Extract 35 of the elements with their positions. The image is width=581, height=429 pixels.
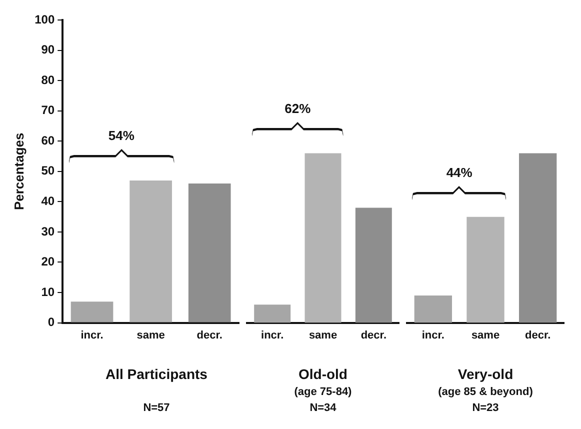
y-tick-label: 80 xyxy=(41,72,55,87)
x-axis-title: Very-old xyxy=(456,366,514,382)
bar xyxy=(70,302,114,322)
y-tick-label: 40 xyxy=(41,194,55,208)
text: N=57 xyxy=(142,402,171,414)
x-tick-label: same xyxy=(471,329,500,342)
y-tick-label: 30 xyxy=(41,224,55,238)
y-tick-label: 20 xyxy=(41,254,55,269)
bar xyxy=(130,180,172,322)
text: N=34 xyxy=(308,402,338,414)
text: N=23 xyxy=(471,402,500,414)
x-axis-title: All Participants xyxy=(104,366,208,382)
x-tick-label: incr. xyxy=(261,329,284,342)
x-axis-title: Old-old xyxy=(298,366,348,382)
x-tick-label: same xyxy=(136,329,165,342)
y-tick-label: 100 xyxy=(34,12,55,26)
x-tick-label: decr. xyxy=(360,329,387,342)
annotation: 44% xyxy=(445,164,474,180)
x-tick-label: incr. xyxy=(422,329,444,342)
y-tick-label: 90 xyxy=(41,42,55,57)
bar xyxy=(188,184,231,322)
y-tick-label: 0 xyxy=(48,315,55,330)
x-tick-label: same xyxy=(308,329,338,342)
y-axis-title: Percentages xyxy=(11,132,26,210)
x-tick-label: incr. xyxy=(80,329,104,342)
y-tick-label: 60 xyxy=(41,133,55,148)
text: (age 85 & beyond) xyxy=(437,386,534,398)
x-tick-label: decr. xyxy=(196,329,222,342)
y-tick-label: 10 xyxy=(41,284,55,299)
annotation: 54% xyxy=(107,128,136,144)
y-tick-label: 50 xyxy=(41,164,55,178)
annotation: 62% xyxy=(284,101,312,116)
x-tick-label: decr. xyxy=(524,329,551,342)
y-tick-label: 70 xyxy=(41,103,55,118)
text: (age 75-84) xyxy=(293,386,353,398)
